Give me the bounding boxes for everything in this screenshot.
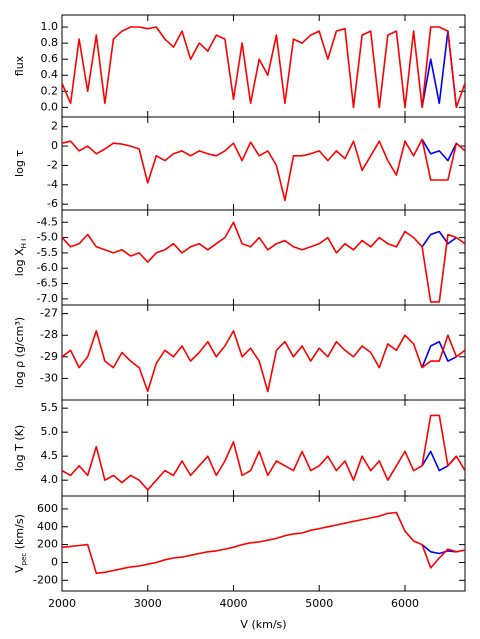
y-tick-label: 400 (37, 520, 58, 533)
y-axis-label-sub: H I (20, 239, 28, 249)
series-line (421, 340, 457, 368)
y-axis-label-main: log ρ (g/cm³) (13, 317, 26, 388)
x-tick-label: 6000 (391, 597, 419, 610)
panel-frame (61, 495, 466, 592)
y-tick-label: 0.4 (41, 68, 59, 81)
y-tick-label: -6.5 (37, 277, 58, 290)
y-axis-label: log T (K) (13, 425, 26, 471)
y-tick-label: 5.0 (41, 425, 59, 438)
y-tick-label: 0.0 (41, 100, 59, 113)
y-tick-label: -6.0 (37, 261, 58, 274)
y-tick-label: 0 (51, 139, 58, 152)
panel-frame (61, 209, 466, 306)
series-line (62, 26, 465, 109)
series-line (62, 414, 465, 491)
panel-frame (61, 116, 466, 211)
x-tick-label: 5000 (305, 597, 333, 610)
y-tick-label: 0.2 (41, 84, 59, 97)
y-axis-label-main: flux (13, 55, 26, 76)
x-tick-label: 3000 (134, 597, 162, 610)
series-line (62, 511, 465, 574)
y-tick-label: 600 (37, 502, 58, 515)
y-axis-label: log XH I (13, 239, 28, 276)
y-tick-label: 0 (51, 555, 58, 568)
y-tick-label: -7.0 (37, 292, 58, 305)
y-tick-label: 0.8 (41, 36, 59, 49)
series-line (421, 138, 458, 162)
y-tick-label: -200 (33, 573, 58, 586)
y-axis-label-main: log X (13, 248, 26, 276)
y-tick-label: 0.6 (41, 52, 59, 65)
series-line (421, 30, 458, 108)
y-axis-label: log τ (13, 150, 26, 177)
series-line (62, 138, 465, 202)
y-axis-label: flux (13, 55, 26, 76)
y-tick-label: 4.5 (41, 449, 59, 462)
y-tick-label: 5.5 (41, 401, 59, 414)
y-tick-label: -4 (47, 178, 58, 191)
y-tick-label: -5.0 (37, 231, 58, 244)
y-axis-label-main: log τ (13, 150, 26, 177)
y-tick-label: -4.5 (37, 215, 58, 228)
y-tick-label: -2 (47, 158, 58, 171)
y-axis-label: Vpec (km/s) (13, 514, 28, 573)
x-tick-label: 2000 (48, 597, 76, 610)
y-axis-label: log ρ (g/cm³) (13, 317, 26, 388)
y-tick-label: 200 (37, 538, 58, 551)
y-tick-label: -29 (40, 350, 58, 363)
series-line (421, 230, 457, 248)
series-line (62, 221, 465, 303)
y-axis-label-sub: pec (20, 553, 28, 566)
y-axis-label-tail: (km/s) (13, 514, 26, 553)
series-line (62, 330, 465, 393)
y-tick-label: 2 (51, 120, 58, 133)
y-tick-label: -30 (40, 371, 58, 384)
x-tick-label: 4000 (219, 597, 247, 610)
series-line (421, 543, 457, 555)
y-tick-label: -6 (47, 197, 58, 210)
y-axis-label-main: V (13, 565, 26, 573)
y-tick-label: -27 (40, 307, 58, 320)
y-tick-label: 4.0 (41, 473, 59, 486)
y-tick-label: -5.5 (37, 246, 58, 259)
y-axis-label-main: log T (K) (13, 425, 26, 471)
y-tick-label: -28 (40, 328, 58, 341)
x-axis-label: V (km/s) (240, 618, 286, 631)
y-tick-label: 1.0 (41, 20, 59, 33)
